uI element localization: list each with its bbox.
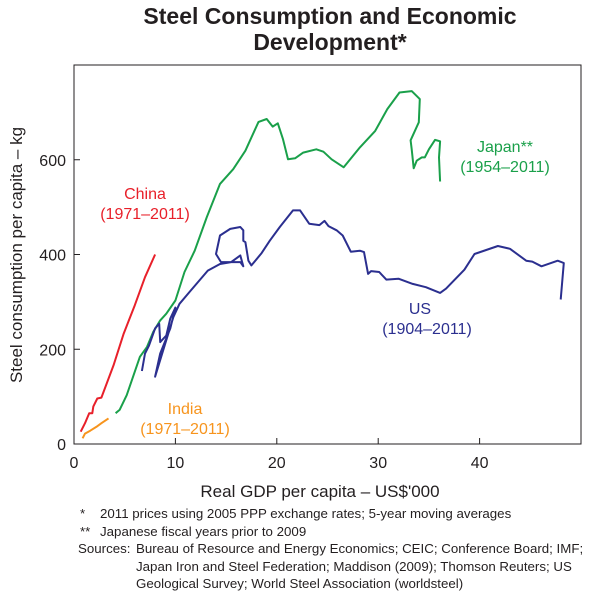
series-label-us: US [409,301,431,318]
series-label-china: China [124,186,166,203]
footnotes: * 2011 prices using 2005 PPP exchange rat… [78,505,600,593]
footnote-mark: ** [80,523,91,539]
x-axis-label: Real GDP per capita – US$'000 [200,482,439,501]
series-period-us: (1904–2011) [382,321,472,338]
y-axis-label: Steel consumption per capita – kg [7,127,26,383]
y-tick-label: 0 [57,437,66,454]
series-line-japan [114,90,442,414]
series-period-japan: (1954–2011) [460,159,550,176]
x-tick-label: 30 [369,455,387,472]
series-period-india: (1971–2011) [140,421,230,438]
series-label-india: India [168,401,203,418]
footnote-2: ** Japanese fiscal years prior to 2009 [80,523,600,541]
y-tick-label: 400 [39,248,66,265]
series-period-china: (1971–2011) [100,206,190,223]
sources-text: Bureau of Resource and Energy Economics;… [136,541,584,591]
footnote-mark: * [80,506,86,521]
footnote-text: Japanese fiscal years prior to 2009 [100,523,307,539]
series-line-india [81,417,110,439]
y-tick-label: 600 [39,153,66,170]
x-tick-label: 10 [167,455,185,472]
sources: Sources: Bureau of Resource and Energy Ec… [78,540,600,593]
x-tick-label: 40 [471,455,489,472]
footnote-text: 2011 prices using 2005 PPP exchange rate… [100,506,512,521]
sources-label: Sources: [78,541,131,556]
chart-title-line-2: Development* [253,29,406,55]
x-tick-label: 0 [70,455,79,472]
series-line-china [79,254,157,433]
series-line-us [140,209,565,378]
x-tick-label: 20 [268,455,286,472]
series-label-japan: Japan** [477,139,533,156]
plot-frame [73,64,582,445]
y-tick-label: 200 [39,342,66,359]
footnote-1: * 2011 prices using 2005 PPP exchange rat… [80,505,600,523]
chart-title-line-1: Steel Consumption and Economic [143,3,516,29]
